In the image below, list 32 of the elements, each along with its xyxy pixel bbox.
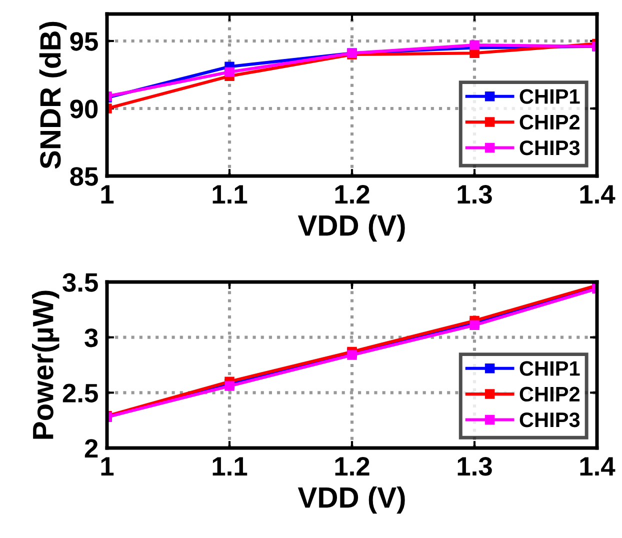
x-tick-label: 1.3	[458, 457, 492, 476]
x-tick-label: 1	[101, 457, 114, 476]
y-axis-title: SNDR (dB)	[39, 22, 67, 169]
legend-label: CHIP3	[520, 140, 580, 156]
x-tick-label: 1.1	[212, 457, 248, 476]
point	[224, 67, 234, 77]
legend-label: CHIP1	[520, 361, 580, 376]
legend-label: CHIP2	[520, 386, 580, 402]
y-axis-title: Power(µW)	[32, 290, 60, 439]
x-tick-label: 1.2	[335, 185, 370, 204]
legend-label: CHIP1	[520, 89, 580, 104]
y-tick-label: 95	[70, 32, 98, 51]
y-tick-label: 2.5	[62, 384, 98, 402]
x-axis-title: VDD (V)	[298, 214, 405, 242]
point	[224, 381, 234, 391]
y-tick-label: 90	[70, 100, 98, 118]
point	[470, 320, 480, 330]
y-tick-label: 85	[70, 167, 98, 186]
x-tick-label: 1.4	[580, 457, 616, 476]
point	[470, 40, 480, 50]
y-tick-label: 3.5	[62, 273, 98, 292]
y-tick-label: 3	[84, 328, 98, 348]
point	[347, 350, 357, 360]
x-tick-label: 1.2	[335, 457, 370, 476]
x-tick-label: 1	[101, 185, 114, 204]
x-tick-label: 1.1	[212, 185, 248, 204]
x-tick-label: 1.3	[458, 185, 492, 204]
y-tick-label: 2	[84, 439, 98, 458]
legend-label: CHIP2	[520, 114, 580, 130]
x-axis-title: VDD (V)	[298, 486, 405, 514]
x-tick-label: 1.4	[580, 185, 616, 204]
legend-label: CHIP3	[520, 412, 580, 428]
